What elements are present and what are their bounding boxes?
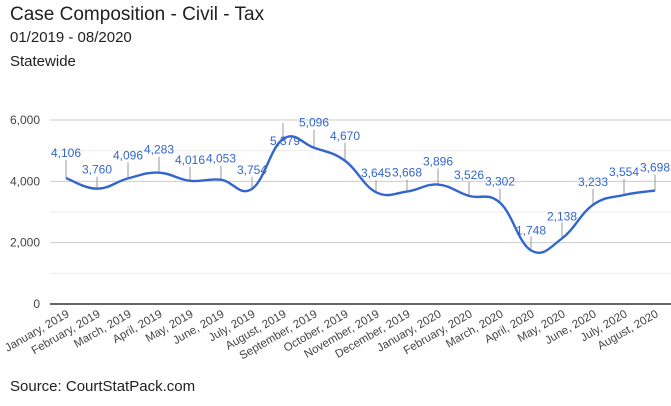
data-label: 3,554 bbox=[609, 165, 639, 179]
data-label: 3,698 bbox=[640, 161, 670, 175]
y-tick-label: 2,000 bbox=[10, 236, 40, 250]
data-label: 3,526 bbox=[454, 168, 484, 182]
chart-region: Statewide bbox=[10, 53, 76, 70]
data-label: 4,283 bbox=[144, 143, 174, 157]
data-label: 3,754 bbox=[237, 163, 267, 177]
data-label-leaders bbox=[65, 123, 656, 251]
data-label: 3,233 bbox=[578, 175, 608, 189]
data-label: 1,748 bbox=[516, 223, 546, 237]
data-label: 4,106 bbox=[51, 146, 81, 160]
data-label: 2,138 bbox=[547, 209, 577, 223]
data-label: 4,670 bbox=[330, 129, 360, 143]
data-label: 3,302 bbox=[485, 175, 515, 189]
data-label: 3,760 bbox=[82, 163, 112, 177]
gridlines bbox=[50, 119, 671, 274]
chart-date-range: 01/2019 - 08/2020 bbox=[10, 29, 132, 46]
series-line bbox=[65, 135, 656, 255]
data-label: 5,379 bbox=[270, 134, 300, 148]
y-tick-label: 4,000 bbox=[10, 174, 40, 188]
data-label: 4,053 bbox=[206, 152, 236, 166]
y-tick-label: 0 bbox=[33, 297, 40, 311]
data-label: 3,645 bbox=[361, 166, 391, 180]
y-tick-label: 6,000 bbox=[10, 113, 40, 127]
data-label: 3,668 bbox=[392, 166, 422, 180]
data-label: 4,016 bbox=[175, 153, 205, 167]
data-label: 5,096 bbox=[299, 116, 329, 130]
chart-title: Case Composition - Civil - Tax bbox=[10, 4, 265, 25]
y-axis-ticks: 0 2,000 4,000 6,000 bbox=[10, 113, 40, 311]
source-credit: Source: CourtStatPack.com bbox=[10, 378, 196, 395]
data-label: 4,096 bbox=[113, 148, 143, 162]
data-label: 3,896 bbox=[423, 155, 453, 169]
